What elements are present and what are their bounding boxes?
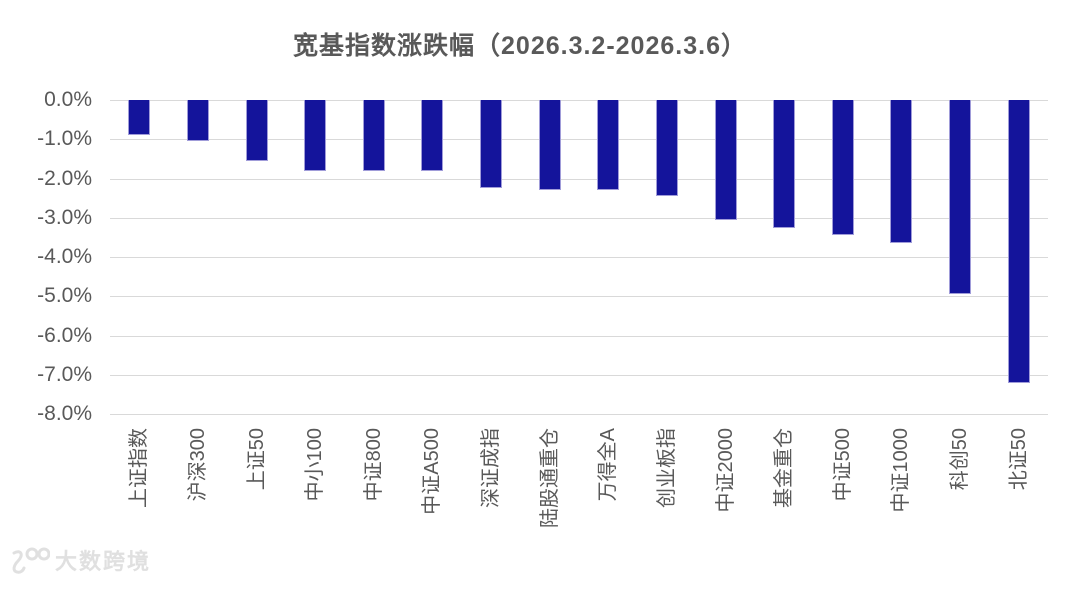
- bar-创业板指: [655, 100, 678, 197]
- gridline: [110, 100, 1048, 101]
- x-axis-category-label: 深证成指: [480, 428, 503, 508]
- bar-中证800: [362, 100, 385, 171]
- gridline: [110, 414, 1048, 415]
- watermark-brand-name: 大数跨境: [55, 549, 152, 574]
- gridline: [110, 178, 1048, 180]
- gridline: [110, 335, 1048, 337]
- y-axis-tick-label: -2.0%: [37, 166, 92, 190]
- bar-中小100: [304, 100, 327, 171]
- y-axis-tick-label: -7.0%: [37, 362, 92, 386]
- y-axis-tick-label: 0.0%: [44, 88, 92, 111]
- x-axis-category-label: 万得全A: [597, 428, 620, 502]
- bar-上证50: [245, 100, 268, 161]
- x-axis-category-label: 中证800: [362, 428, 385, 502]
- gridline: [110, 217, 1048, 219]
- bar-中证A500: [421, 100, 444, 171]
- plot-area: [110, 100, 1048, 415]
- y-axis-tick-label: -6.0%: [37, 323, 92, 347]
- bar-万得全A: [597, 100, 620, 191]
- x-axis-category-label: 上证50: [245, 428, 268, 491]
- x-axis-category-label: 北证50: [1007, 428, 1030, 491]
- bar-北证50: [1007, 100, 1030, 383]
- x-axis-category-label: 中证A500: [421, 428, 444, 515]
- chart-title: 宽基指数涨跌幅（2026.3.2-2026.3.6）: [293, 32, 747, 60]
- y-axis-tick-label: -1.0%: [37, 127, 92, 151]
- x-axis-category-label: 创业板指: [655, 428, 678, 508]
- gridline: [110, 296, 1048, 298]
- bar-沪深300: [186, 100, 209, 142]
- x-axis-category-label: 陆股通重仓: [538, 428, 561, 528]
- y-axis-tick-label: -5.0%: [37, 284, 92, 308]
- gridline: [110, 374, 1048, 376]
- x-axis-category-label: 沪深300: [186, 428, 209, 502]
- x-axis-category-label: 中小100: [304, 428, 327, 502]
- x-axis-category-label: 中证2000: [714, 428, 737, 513]
- x-axis-category-label: 中证1000: [890, 428, 913, 513]
- gridline: [110, 257, 1048, 258]
- watermark-logo: 大数跨境: [8, 544, 151, 576]
- bar-上证指数: [128, 100, 151, 136]
- y-axis-tick-label: -4.0%: [37, 245, 92, 268]
- y-axis-tick-label: -3.0%: [37, 205, 92, 229]
- bar-陆股通重仓: [538, 100, 561, 191]
- bar-中证500: [831, 100, 854, 236]
- y-axis-tick-label: -8.0%: [37, 402, 92, 425]
- gridline: [110, 139, 1048, 141]
- bar-中证2000: [714, 100, 737, 220]
- bar-科创50: [949, 100, 972, 295]
- bar-中证1000: [890, 100, 913, 244]
- bar-深证成指: [480, 100, 503, 189]
- bar-基金重仓: [773, 100, 796, 228]
- x-axis-category-label: 基金重仓: [773, 428, 796, 508]
- brand-100-icon: [12, 547, 50, 574]
- x-axis-category-label: 中证500: [831, 428, 854, 502]
- x-axis-category-label: 科创50: [949, 428, 972, 491]
